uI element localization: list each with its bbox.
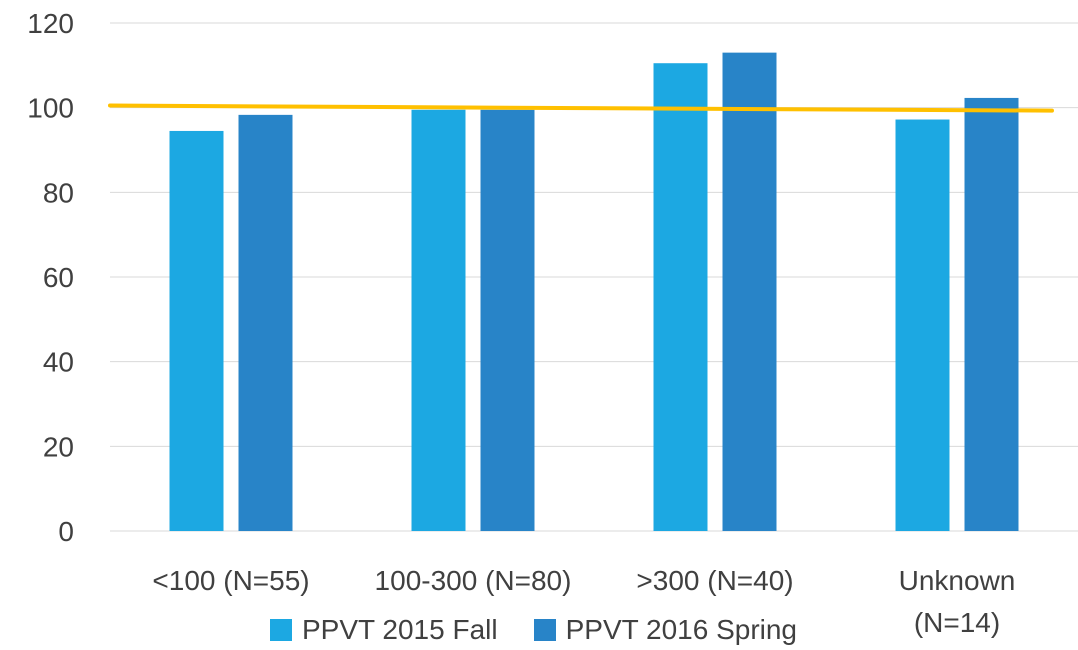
bar (653, 63, 708, 531)
y-tick-label: 120 (27, 8, 74, 39)
x-tick-label: >300 (N=40) (636, 565, 793, 596)
x-tick-label: (N=14) (914, 607, 1000, 638)
bar (480, 109, 535, 532)
legend-label-spring: PPVT 2016 Spring (565, 614, 798, 645)
x-tick-label: 100-300 (N=80) (375, 565, 572, 596)
legend: PPVT 2015 Fall PPVT 2016 Spring (270, 614, 833, 646)
x-tick-label: <100 (N=55) (152, 565, 309, 596)
y-tick-label: 80 (43, 177, 74, 208)
legend-label-fall: PPVT 2015 Fall (302, 614, 498, 645)
y-tick-label: 0 (58, 516, 74, 547)
legend-swatch-spring (533, 619, 556, 641)
y-tick-label: 40 (43, 347, 74, 378)
y-axis-labels: 0 20 40 60 80 100 120 (27, 8, 74, 547)
legend-item-fall: PPVT 2015 Fall (270, 614, 498, 646)
bar (964, 97, 1019, 532)
bars (169, 52, 1019, 532)
bar (169, 130, 224, 531)
legend-item-spring: PPVT 2016 Spring (533, 614, 798, 646)
bar (238, 114, 293, 531)
reference-line (108, 103, 1054, 113)
y-tick-label: 60 (43, 262, 74, 293)
x-tick-label: Unknown (899, 565, 1016, 596)
legend-swatch-fall (270, 619, 292, 641)
bar (895, 119, 950, 532)
bar (411, 109, 466, 532)
y-tick-label: 20 (43, 431, 74, 462)
reference-line-segment (108, 103, 1054, 113)
bar (722, 52, 777, 532)
x-axis-labels: <100 (N=55) 100-300 (N=80) >300 (N=40) Unkn… (152, 565, 1015, 638)
y-tick-label: 100 (27, 93, 74, 124)
